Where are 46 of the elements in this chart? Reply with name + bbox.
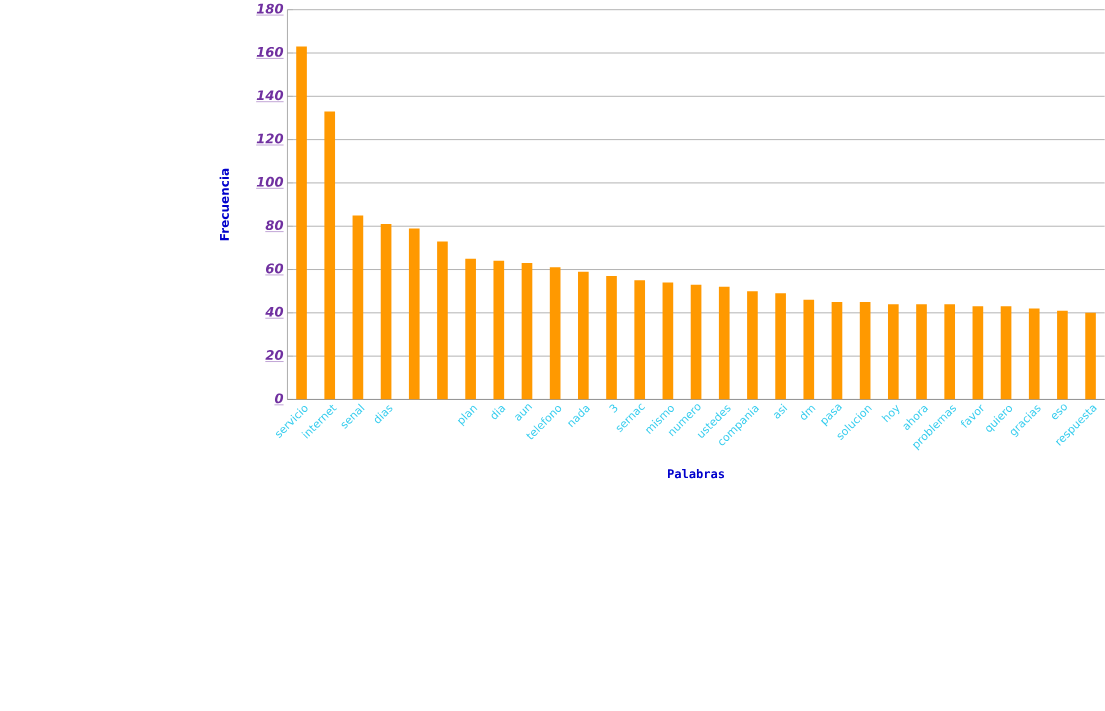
bar bbox=[465, 258, 476, 400]
bar bbox=[521, 262, 533, 400]
bar bbox=[775, 293, 786, 400]
bar bbox=[1000, 306, 1012, 400]
bar bbox=[578, 271, 589, 400]
bar bbox=[944, 304, 956, 400]
bar bbox=[408, 228, 420, 400]
bar bbox=[606, 275, 617, 400]
bar bbox=[1057, 310, 1068, 400]
bar bbox=[493, 260, 505, 400]
bar bbox=[634, 280, 646, 400]
bar bbox=[296, 46, 307, 400]
y-tick-label: 20 bbox=[265, 349, 284, 360]
x-tick-label: dia bbox=[491, 405, 506, 420]
bar bbox=[859, 301, 871, 400]
bar bbox=[1028, 308, 1040, 400]
y-tick-label: 140 bbox=[256, 90, 284, 101]
bar bbox=[690, 284, 702, 400]
bar bbox=[887, 304, 899, 400]
bar bbox=[1085, 312, 1096, 400]
y-tick-label: 100 bbox=[256, 176, 284, 187]
bar bbox=[718, 286, 730, 400]
y-axis-title: Frecuencia bbox=[219, 168, 229, 241]
bar bbox=[352, 215, 364, 400]
x-axis-title: Palabras bbox=[668, 468, 725, 479]
bar bbox=[662, 282, 674, 400]
x-tick-label: hoy bbox=[881, 404, 900, 423]
bar bbox=[380, 223, 392, 400]
bar bbox=[972, 306, 984, 400]
x-tick-label: asi bbox=[773, 403, 788, 419]
y-tick-label: 160 bbox=[256, 46, 284, 57]
y-tick-label: 40 bbox=[265, 306, 284, 317]
bar bbox=[437, 241, 448, 400]
bar bbox=[324, 111, 336, 400]
bar bbox=[747, 291, 758, 400]
bar bbox=[831, 301, 843, 400]
x-tick-label: 3 bbox=[609, 404, 618, 413]
y-tick-label: 60 bbox=[265, 263, 284, 274]
y-tick-label: 0 bbox=[274, 393, 284, 404]
x-tick-label: dm bbox=[800, 405, 816, 420]
y-tick-label: 80 bbox=[265, 220, 284, 230]
bar bbox=[549, 267, 561, 400]
y-tick-label: 120 bbox=[256, 133, 284, 144]
y-tick-label: 180 bbox=[256, 3, 284, 14]
bar bbox=[916, 304, 927, 400]
bar bbox=[803, 299, 815, 400]
